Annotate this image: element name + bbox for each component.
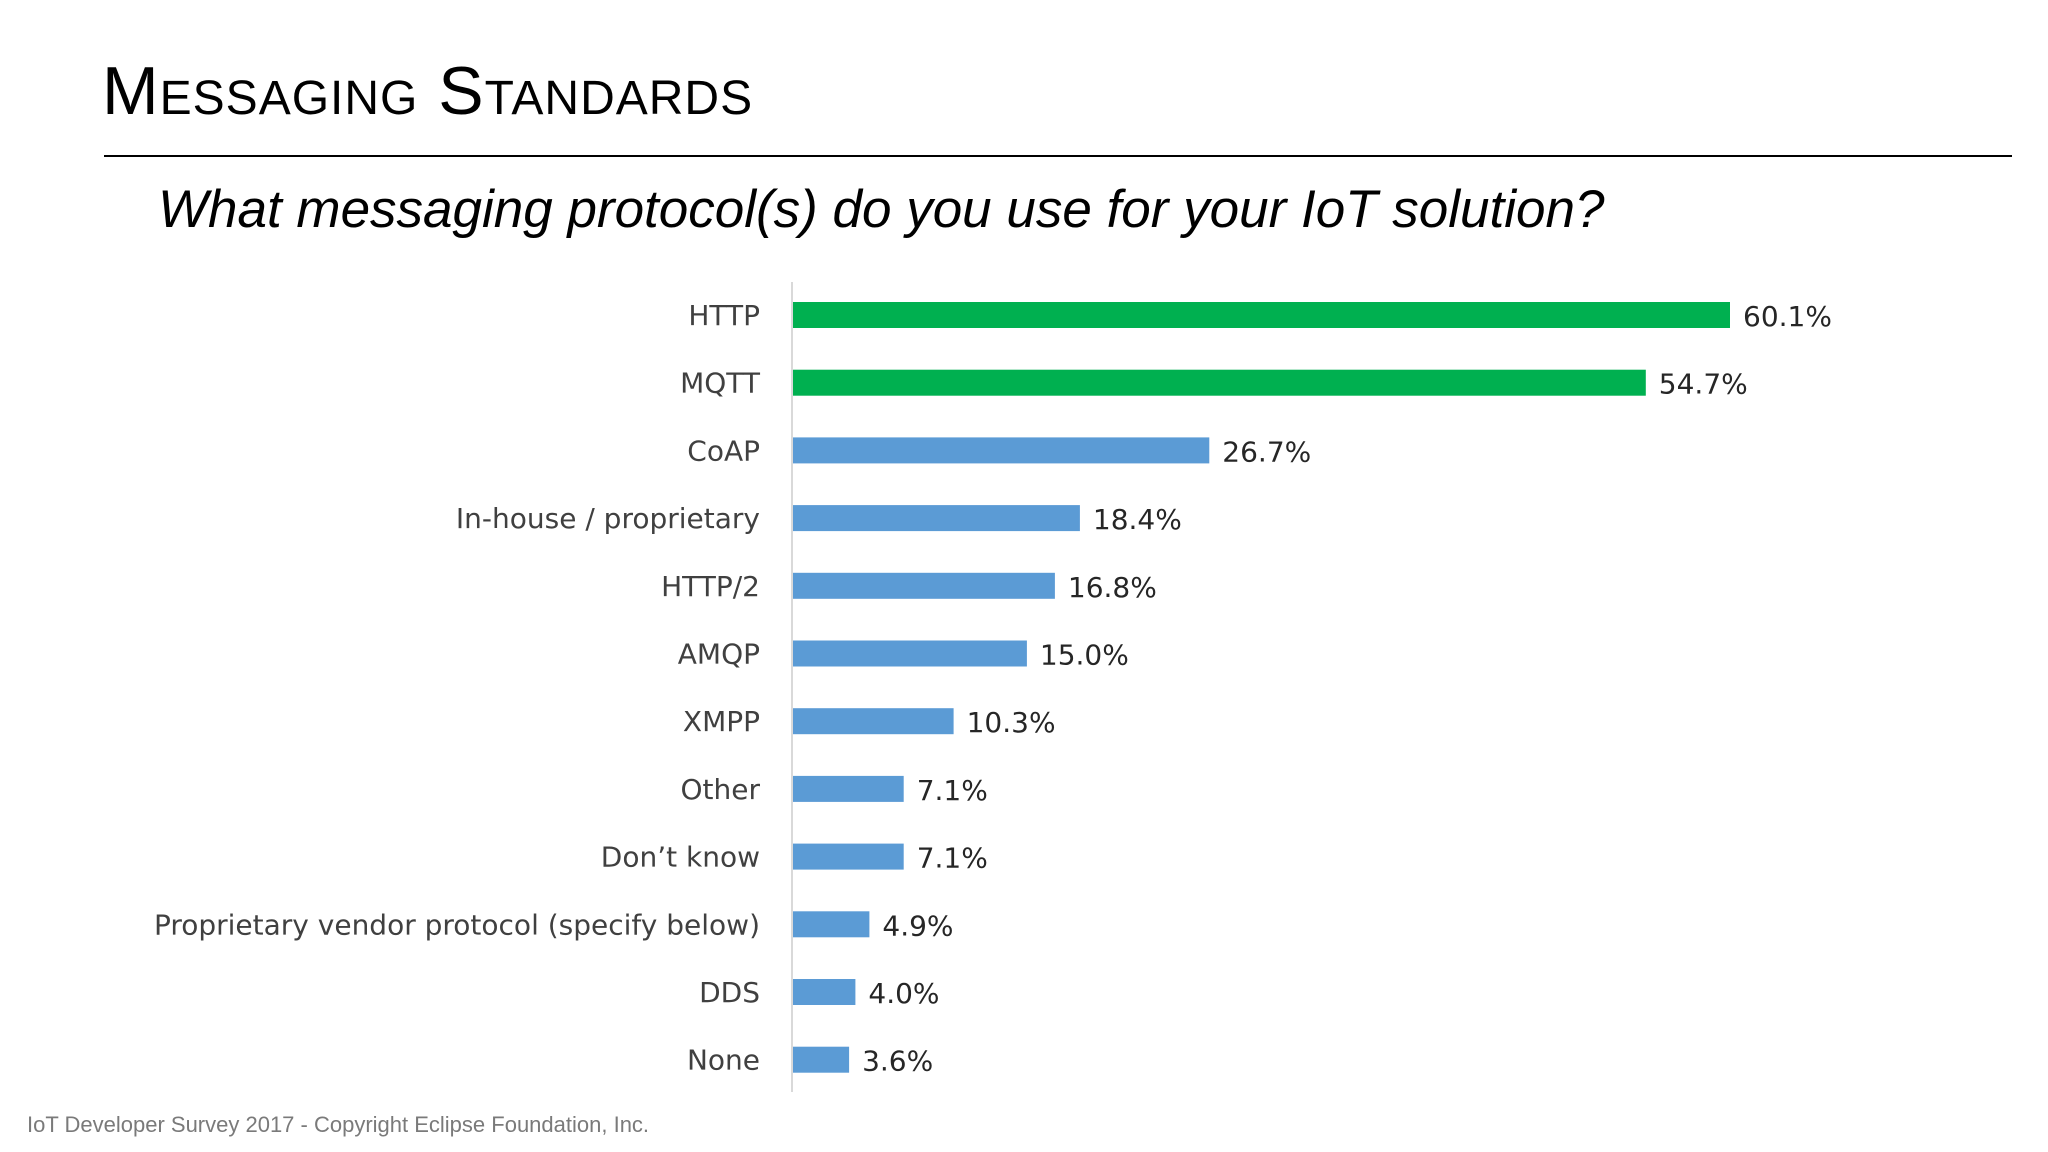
slide-title: Messaging Standards bbox=[102, 53, 754, 129]
value-label: 4.0% bbox=[868, 977, 939, 1010]
value-label: 60.1% bbox=[1743, 300, 1832, 333]
category-label: HTTP bbox=[688, 299, 760, 332]
value-label: 26.7% bbox=[1222, 435, 1311, 468]
category-label: In-house / proprietary bbox=[456, 502, 760, 535]
value-label: 7.1% bbox=[917, 774, 988, 807]
bar-4 bbox=[793, 572, 1055, 599]
category-label: Other bbox=[680, 773, 760, 806]
title-divider bbox=[104, 155, 2012, 157]
category-label: CoAP bbox=[687, 434, 760, 467]
category-label: AMQP bbox=[678, 638, 760, 671]
bar-7 bbox=[793, 775, 904, 802]
bar-2 bbox=[793, 437, 1210, 464]
bar-10 bbox=[793, 979, 856, 1005]
category-label: Proprietary vendor protocol (specify bel… bbox=[154, 908, 760, 941]
value-label: 7.1% bbox=[917, 842, 988, 875]
category-label: XMPP bbox=[683, 705, 760, 738]
bar-8 bbox=[793, 843, 904, 870]
category-label: None bbox=[687, 1044, 760, 1077]
footer-copyright: IoT Developer Survey 2017 - Copyright Ec… bbox=[27, 1112, 650, 1137]
bar-6 bbox=[793, 708, 954, 735]
value-label: 15.0% bbox=[1040, 639, 1129, 672]
bar-0 bbox=[793, 302, 1730, 328]
bar-3 bbox=[793, 505, 1080, 532]
bar-11 bbox=[793, 1046, 850, 1073]
bar-1 bbox=[793, 369, 1646, 396]
value-label: 54.7% bbox=[1659, 368, 1748, 401]
value-label: 18.4% bbox=[1093, 503, 1182, 536]
bars-layer: HTTP 60.1% MQTT 54.7% CoAP 26.7% In-house / pr… bbox=[154, 299, 1832, 1078]
bar-5 bbox=[793, 640, 1027, 667]
category-label: MQTT bbox=[680, 367, 761, 400]
survey-question: What messaging protocol(s) do you use fo… bbox=[158, 180, 1605, 239]
category-label: DDS bbox=[699, 976, 760, 1009]
value-label: 4.9% bbox=[882, 909, 953, 942]
value-label: 3.6% bbox=[862, 1045, 933, 1078]
value-label: 16.8% bbox=[1068, 571, 1157, 604]
value-label: 10.3% bbox=[967, 706, 1056, 739]
category-label: HTTP/2 bbox=[661, 570, 760, 603]
bar-9 bbox=[793, 911, 870, 938]
category-label: Don’t know bbox=[601, 841, 760, 874]
